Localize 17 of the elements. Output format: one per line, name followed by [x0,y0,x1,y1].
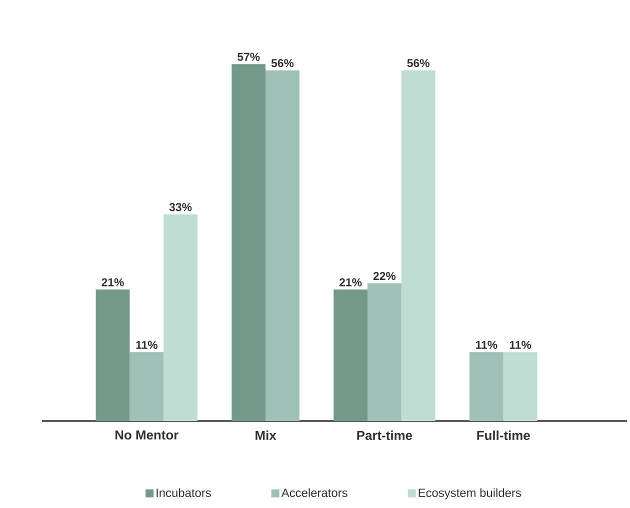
legend-label: Accelerators [281,488,348,498]
data-label: 11% [136,340,158,349]
data-label: 21% [339,278,362,286]
data-label: 33% [169,203,192,212]
x-tick-label: Part-time [357,430,412,440]
data-label: 56% [407,59,430,68]
data-label: 11% [476,340,498,349]
x-tick-label: Full-time [477,430,530,440]
data-label: 22% [373,272,396,280]
legend-label: Ecosystem builders [418,488,521,500]
x-tick-label: No Mentor [115,430,178,440]
data-label: 57% [237,52,260,61]
data-label: 56% [271,59,294,68]
x-tick-label: Mix [256,430,276,440]
legend-label: Incubators [156,488,211,498]
data-label: 11% [510,340,532,349]
data-label: 21% [102,278,124,286]
